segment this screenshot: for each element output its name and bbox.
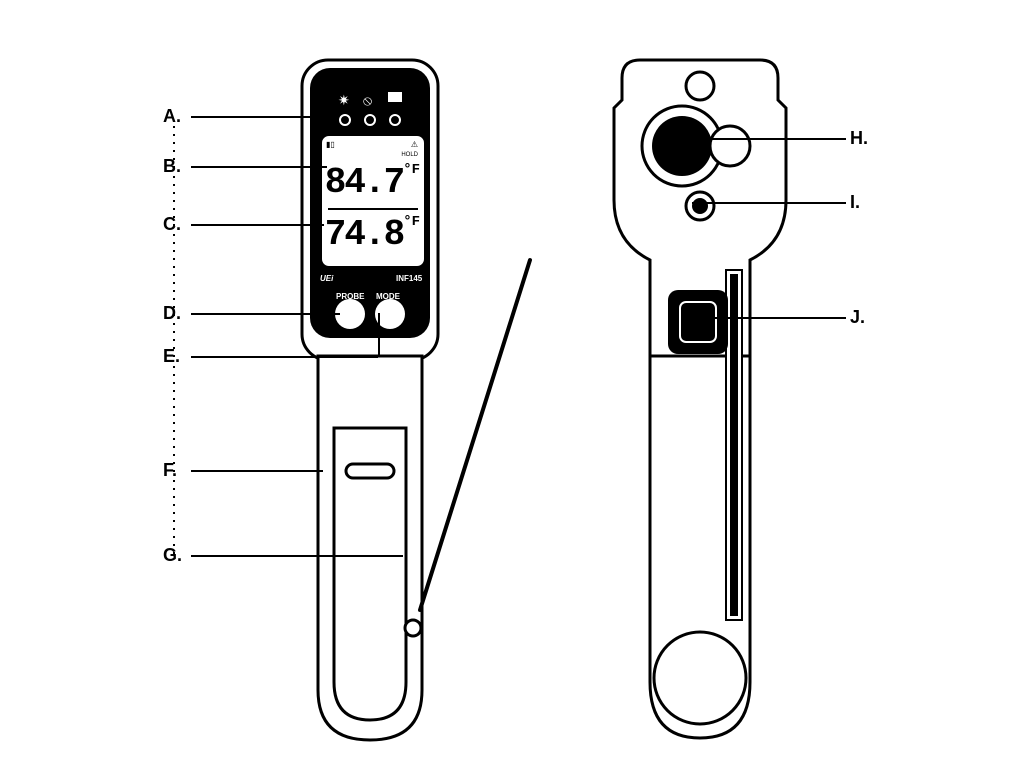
callout-guide-dot bbox=[173, 390, 175, 392]
callout-D: D. bbox=[163, 303, 181, 324]
brand-label: UEi bbox=[320, 274, 333, 283]
callout-leader bbox=[191, 356, 378, 358]
callout-E: E. bbox=[163, 346, 180, 367]
callout-guide-dot bbox=[173, 470, 175, 472]
callout-B: B. bbox=[163, 156, 181, 177]
callout-I: I. bbox=[850, 192, 860, 213]
callout-leader bbox=[191, 116, 333, 118]
callout-guide-dot bbox=[173, 323, 175, 325]
callout-guide-dot bbox=[173, 290, 175, 292]
callout-guide-dot bbox=[173, 158, 175, 160]
callout-guide-dot bbox=[173, 266, 175, 268]
callout-guide-dot bbox=[173, 339, 175, 341]
callout-guide-dot bbox=[173, 528, 175, 530]
lcd-reading-top: 84.7°F bbox=[318, 162, 420, 203]
callout-guide-dot bbox=[173, 142, 175, 144]
callout-guide-dot bbox=[173, 192, 175, 194]
callout-A: A. bbox=[163, 106, 181, 127]
callout-guide-dot bbox=[173, 536, 175, 538]
callout-guide-dot bbox=[173, 306, 175, 308]
callout-guide-dot bbox=[173, 414, 175, 416]
lcd-screen: ▮▯ ⚠ HOLD 84.7°F 74.8°F bbox=[319, 133, 427, 269]
callout-H: H. bbox=[850, 128, 868, 149]
callout-guide-dot bbox=[173, 366, 175, 368]
callout-guide-dot bbox=[173, 298, 175, 300]
model-label: INF145 bbox=[396, 274, 422, 283]
callout-guide-dot bbox=[173, 282, 175, 284]
callout-guide-dot bbox=[173, 355, 175, 357]
callout-guide-dot bbox=[173, 331, 175, 333]
callout-guide-dot bbox=[173, 406, 175, 408]
callout-guide-dot bbox=[173, 512, 175, 514]
callout-guide-dot bbox=[173, 544, 175, 546]
callout-guide-dot bbox=[173, 398, 175, 400]
diagram-stage: ✷ ⦸ ▮▯ ⚠ HOLD 84.7°F 74.8°F UEi bbox=[0, 0, 1024, 768]
callout-guide-dot bbox=[173, 134, 175, 136]
callout-guide-dot bbox=[173, 430, 175, 432]
callout-guide-dot bbox=[173, 382, 175, 384]
callout-guide-dot bbox=[173, 438, 175, 440]
back-view bbox=[610, 50, 810, 750]
callout-guide-dot bbox=[173, 520, 175, 522]
callout-leader bbox=[191, 555, 403, 557]
callout-guide-dot bbox=[173, 480, 175, 482]
callout-guide-dot bbox=[173, 258, 175, 260]
callout-guide-dot bbox=[173, 488, 175, 490]
callout-guide-dot bbox=[173, 208, 175, 210]
callout-guide-dot bbox=[173, 374, 175, 376]
callout-guide-dot bbox=[173, 504, 175, 506]
callout-guide-dot bbox=[173, 552, 175, 554]
callout-leader bbox=[191, 166, 327, 168]
lcd-reading-bottom: 74.8°F bbox=[318, 214, 420, 255]
callout-guide-dot bbox=[173, 250, 175, 252]
callout-leader bbox=[680, 138, 846, 140]
callout-guide-dot bbox=[173, 216, 175, 218]
callout-leader bbox=[191, 470, 323, 472]
callout-leader bbox=[692, 202, 846, 204]
callout-guide-dot bbox=[173, 150, 175, 152]
callout-guide-dot bbox=[173, 184, 175, 186]
callout-guide-dot bbox=[173, 242, 175, 244]
callout-guide-dot bbox=[173, 126, 175, 128]
mode-button-label: MODE bbox=[376, 292, 400, 301]
probe-button-label: PROBE bbox=[336, 292, 364, 301]
callout-leader bbox=[707, 317, 846, 319]
callout-C: C. bbox=[163, 214, 181, 235]
callout-leader bbox=[191, 224, 324, 226]
svg-text:⦸: ⦸ bbox=[363, 92, 372, 108]
callout-guide-dot bbox=[173, 496, 175, 498]
callout-guide-dot bbox=[173, 176, 175, 178]
callout-guide-dot bbox=[173, 166, 175, 168]
callout-guide-dot bbox=[173, 234, 175, 236]
callout-G: G. bbox=[163, 545, 182, 566]
callout-guide-dot bbox=[173, 347, 175, 349]
callout-guide-dot bbox=[173, 454, 175, 456]
callout-leader bbox=[378, 313, 380, 356]
svg-text:✷: ✷ bbox=[338, 92, 350, 108]
lcd-hold-label: ⚠ HOLD bbox=[316, 140, 418, 158]
callout-guide-dot bbox=[173, 200, 175, 202]
lcd-divider bbox=[328, 208, 418, 210]
callout-guide-dot bbox=[173, 274, 175, 276]
callout-J: J. bbox=[850, 307, 865, 328]
callout-guide-dot bbox=[173, 314, 175, 316]
callout-guide-dot bbox=[173, 422, 175, 424]
callout-guide-dot bbox=[173, 446, 175, 448]
callout-guide-dot bbox=[173, 224, 175, 226]
callout-guide-dot bbox=[173, 462, 175, 464]
callout-leader bbox=[191, 313, 340, 315]
